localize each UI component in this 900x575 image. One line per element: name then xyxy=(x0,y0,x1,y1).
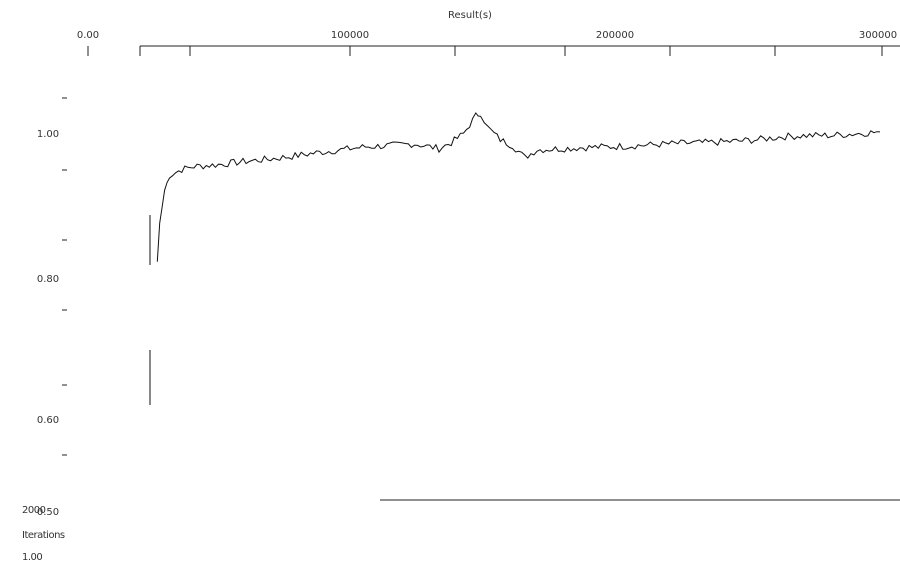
footer-value: 2000 xyxy=(22,505,46,516)
x-top-tick-label: 0.00 xyxy=(77,30,99,41)
y-axis-minor-ticks xyxy=(62,97,67,456)
chart-title: Result(s) xyxy=(448,10,492,21)
footer-subvalue: 1.00 xyxy=(22,552,43,563)
footer-label: Iterations xyxy=(22,530,65,541)
x-top-tick-label: 300000 xyxy=(859,30,897,41)
y-tick-label: 0.50 xyxy=(37,507,59,518)
y-tick-label: 1.00 xyxy=(37,129,59,140)
y-tick-label: 0.60 xyxy=(37,415,59,426)
top-axis-minor-ticks xyxy=(87,46,883,56)
y-tick-label: 0.80 xyxy=(37,274,59,285)
x-top-tick-label: 100000 xyxy=(331,30,369,41)
x-top-tick-label: 200000 xyxy=(596,30,634,41)
series-line xyxy=(156,112,881,262)
